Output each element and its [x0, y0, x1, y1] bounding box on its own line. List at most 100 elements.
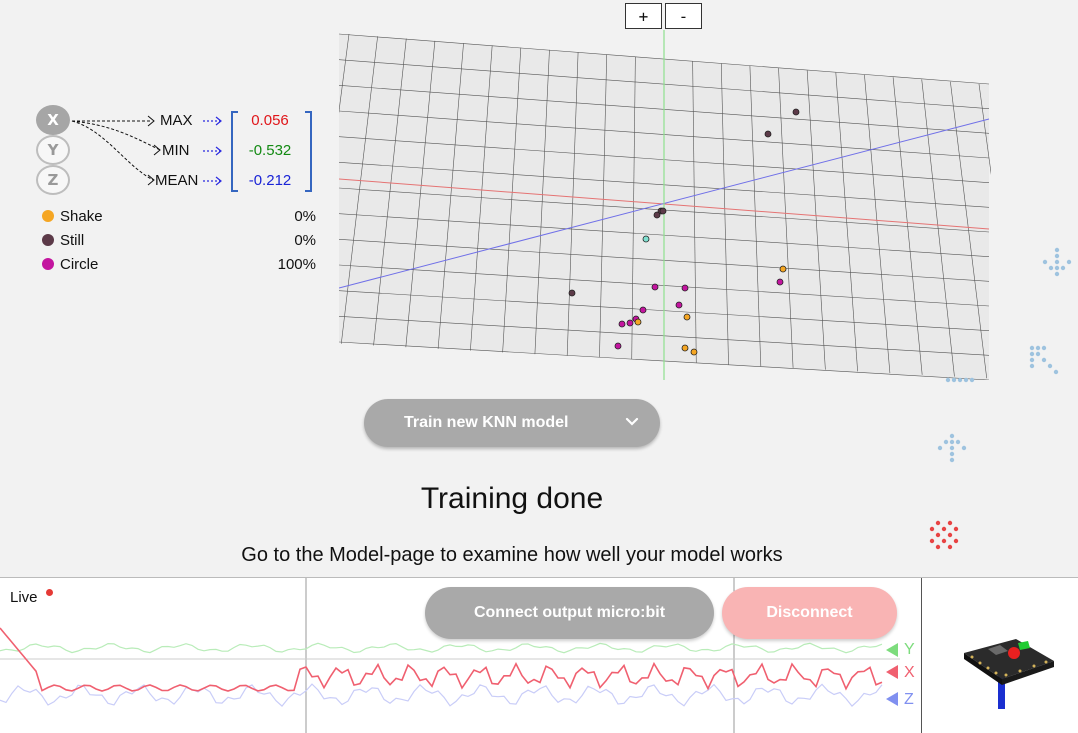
grid-line: [864, 74, 891, 374]
y-marker-icon: [886, 643, 898, 657]
legend-label: Circle: [60, 255, 99, 273]
legend-confidence: 100%: [277, 255, 316, 273]
led-dot: [1054, 271, 1060, 277]
led-dot: [957, 377, 963, 383]
x-trace: [0, 627, 883, 692]
led-dot: [1042, 259, 1048, 265]
plot-point: [653, 211, 661, 219]
led-dot: [963, 377, 969, 383]
led-dot: [1029, 351, 1035, 357]
live-indicator-dot: [46, 589, 53, 596]
led-dot: [949, 433, 955, 439]
led-dot: [1029, 363, 1035, 369]
feature-min-label: MIN: [162, 142, 190, 159]
legend-item-still: Still 0%: [42, 230, 316, 250]
grid-line: [950, 81, 988, 379]
led-dot: [1054, 247, 1060, 253]
y-trace: [0, 642, 883, 654]
led-dot: [947, 520, 953, 526]
grid-line: [720, 63, 729, 365]
grid-line: [749, 65, 762, 367]
zoom-out-button[interactable]: -: [665, 3, 702, 29]
led-dot: [1054, 265, 1060, 271]
disconnect-button[interactable]: Disconnect: [722, 587, 897, 639]
status-title: Training done: [420, 482, 604, 515]
grid-line: [405, 40, 436, 348]
plot-point: [642, 235, 650, 243]
plot-point: [792, 108, 800, 116]
plot-point: [651, 283, 659, 291]
led-dot: [941, 538, 947, 544]
live-graph: [0, 578, 900, 733]
led-dot: [1041, 345, 1047, 351]
led-dot: [1053, 369, 1059, 375]
panel-divider: [921, 578, 922, 733]
led-dot: [929, 538, 935, 544]
x-axis-tag: X: [904, 664, 915, 681]
status-subtitle: Go to the Model-page to examine how well…: [241, 544, 783, 566]
zoom-in-button[interactable]: +: [625, 3, 662, 29]
grid-line: [978, 83, 991, 176]
led-dot: [935, 532, 941, 538]
connect-output-button[interactable]: Connect output micro:bit: [425, 587, 714, 639]
led-dot: [943, 439, 949, 445]
plot-point: [568, 289, 576, 297]
train-model-dropdown[interactable]: Train new KNN model: [364, 399, 660, 447]
live-label: Live: [10, 589, 38, 606]
axis-x-button[interactable]: X: [36, 105, 70, 135]
grid-line: [339, 33, 350, 114]
led-dot: [1066, 259, 1072, 265]
axis-y-button[interactable]: Y: [36, 135, 70, 165]
led-dot: [955, 439, 961, 445]
led-dot: [949, 451, 955, 457]
plot-point: [681, 344, 689, 352]
led-dot: [1047, 363, 1053, 369]
feature-max-value: 0.056: [251, 112, 289, 129]
train-model-label: Train new KNN model: [404, 414, 569, 431]
led-dot: [1029, 345, 1035, 351]
plot-point: [634, 318, 642, 326]
live-data-panel: Y X Z Live Connect output micro:bit Disc…: [0, 577, 1078, 733]
grid-line: [340, 36, 378, 344]
led-dot: [935, 544, 941, 550]
led-dot: [941, 526, 947, 532]
feature-connectors: [71, 111, 312, 192]
z-axis-tag: Z: [904, 691, 914, 708]
grid-line: [692, 61, 697, 363]
led-dot: [1054, 259, 1060, 265]
led-dot: [949, 457, 955, 463]
plot-point: [779, 265, 787, 273]
plot-point: [690, 348, 698, 356]
z-trace: [0, 683, 883, 707]
axis-z-button[interactable]: Z: [36, 165, 70, 195]
plot-point: [659, 207, 667, 215]
led-dot: [949, 439, 955, 445]
led-dot: [947, 532, 953, 538]
grid-line: [502, 47, 522, 353]
plot-point: [614, 342, 622, 350]
x-marker-icon: [886, 665, 898, 679]
y-axis-tag: Y: [904, 641, 915, 658]
led-dot: [935, 520, 941, 526]
plot-point: [683, 313, 691, 321]
circle-color-dot: [42, 258, 54, 270]
grid-line: [892, 77, 923, 375]
led-dot: [953, 538, 959, 544]
legend-item-shake: Shake 0%: [42, 206, 316, 226]
led-dot: [953, 526, 959, 532]
led-dot: [1035, 345, 1041, 351]
grid-line: [806, 70, 826, 370]
grid-line: [566, 52, 579, 356]
knn-3d-plot[interactable]: [339, 30, 991, 380]
led-dot: [945, 377, 951, 383]
grid-line: [599, 54, 608, 358]
grid-line: [373, 38, 407, 346]
led-dot: [961, 445, 967, 451]
z-marker-icon: [886, 692, 898, 706]
feature-mean-value: -0.212: [248, 172, 292, 189]
legend-label: Shake: [60, 207, 103, 225]
gesture-led-icons: [929, 247, 1072, 550]
chevron-down-icon: [625, 417, 639, 426]
grid-line: [921, 79, 955, 377]
plot-point: [626, 319, 634, 327]
